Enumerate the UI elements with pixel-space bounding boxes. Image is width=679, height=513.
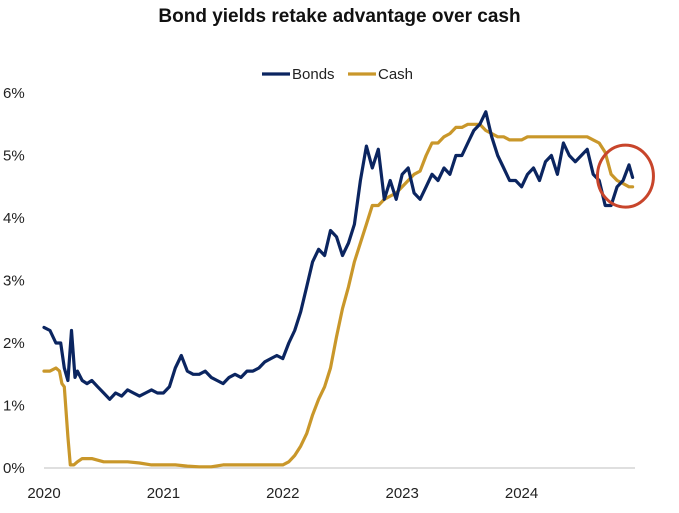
x-tick-label: 2021 xyxy=(147,485,180,502)
y-tick-label: 5% xyxy=(3,148,25,165)
x-tick-label: 2022 xyxy=(266,485,299,502)
highlight-circle xyxy=(595,143,655,209)
chart-title: Bond yields retake advantage over cash xyxy=(158,6,521,27)
x-tick-label: 2024 xyxy=(505,485,538,502)
series-line-bonds xyxy=(42,110,635,401)
x-tick-label: 2023 xyxy=(385,485,418,502)
y-tick-label: 1% xyxy=(3,398,25,415)
annotations xyxy=(595,143,655,209)
y-tick-label: 6% xyxy=(3,85,25,102)
x-tick-label: 2020 xyxy=(27,485,60,502)
legend-label-bonds: Bonds xyxy=(292,66,335,83)
y-tick-label: 4% xyxy=(3,210,25,227)
x-axis: 2020 2021 2022 2023 2024 xyxy=(27,467,635,502)
y-tick-label: 0% xyxy=(3,460,25,477)
series-line-cash xyxy=(42,122,635,469)
series-lines xyxy=(42,110,635,469)
legend: Bonds Cash xyxy=(262,66,413,83)
y-tick-label: 2% xyxy=(3,335,25,352)
legend-label-cash: Cash xyxy=(378,66,413,83)
y-tick-label: 3% xyxy=(3,273,25,290)
y-axis: 0% 1% 2% 3% 4% 5% 6% xyxy=(3,85,25,477)
